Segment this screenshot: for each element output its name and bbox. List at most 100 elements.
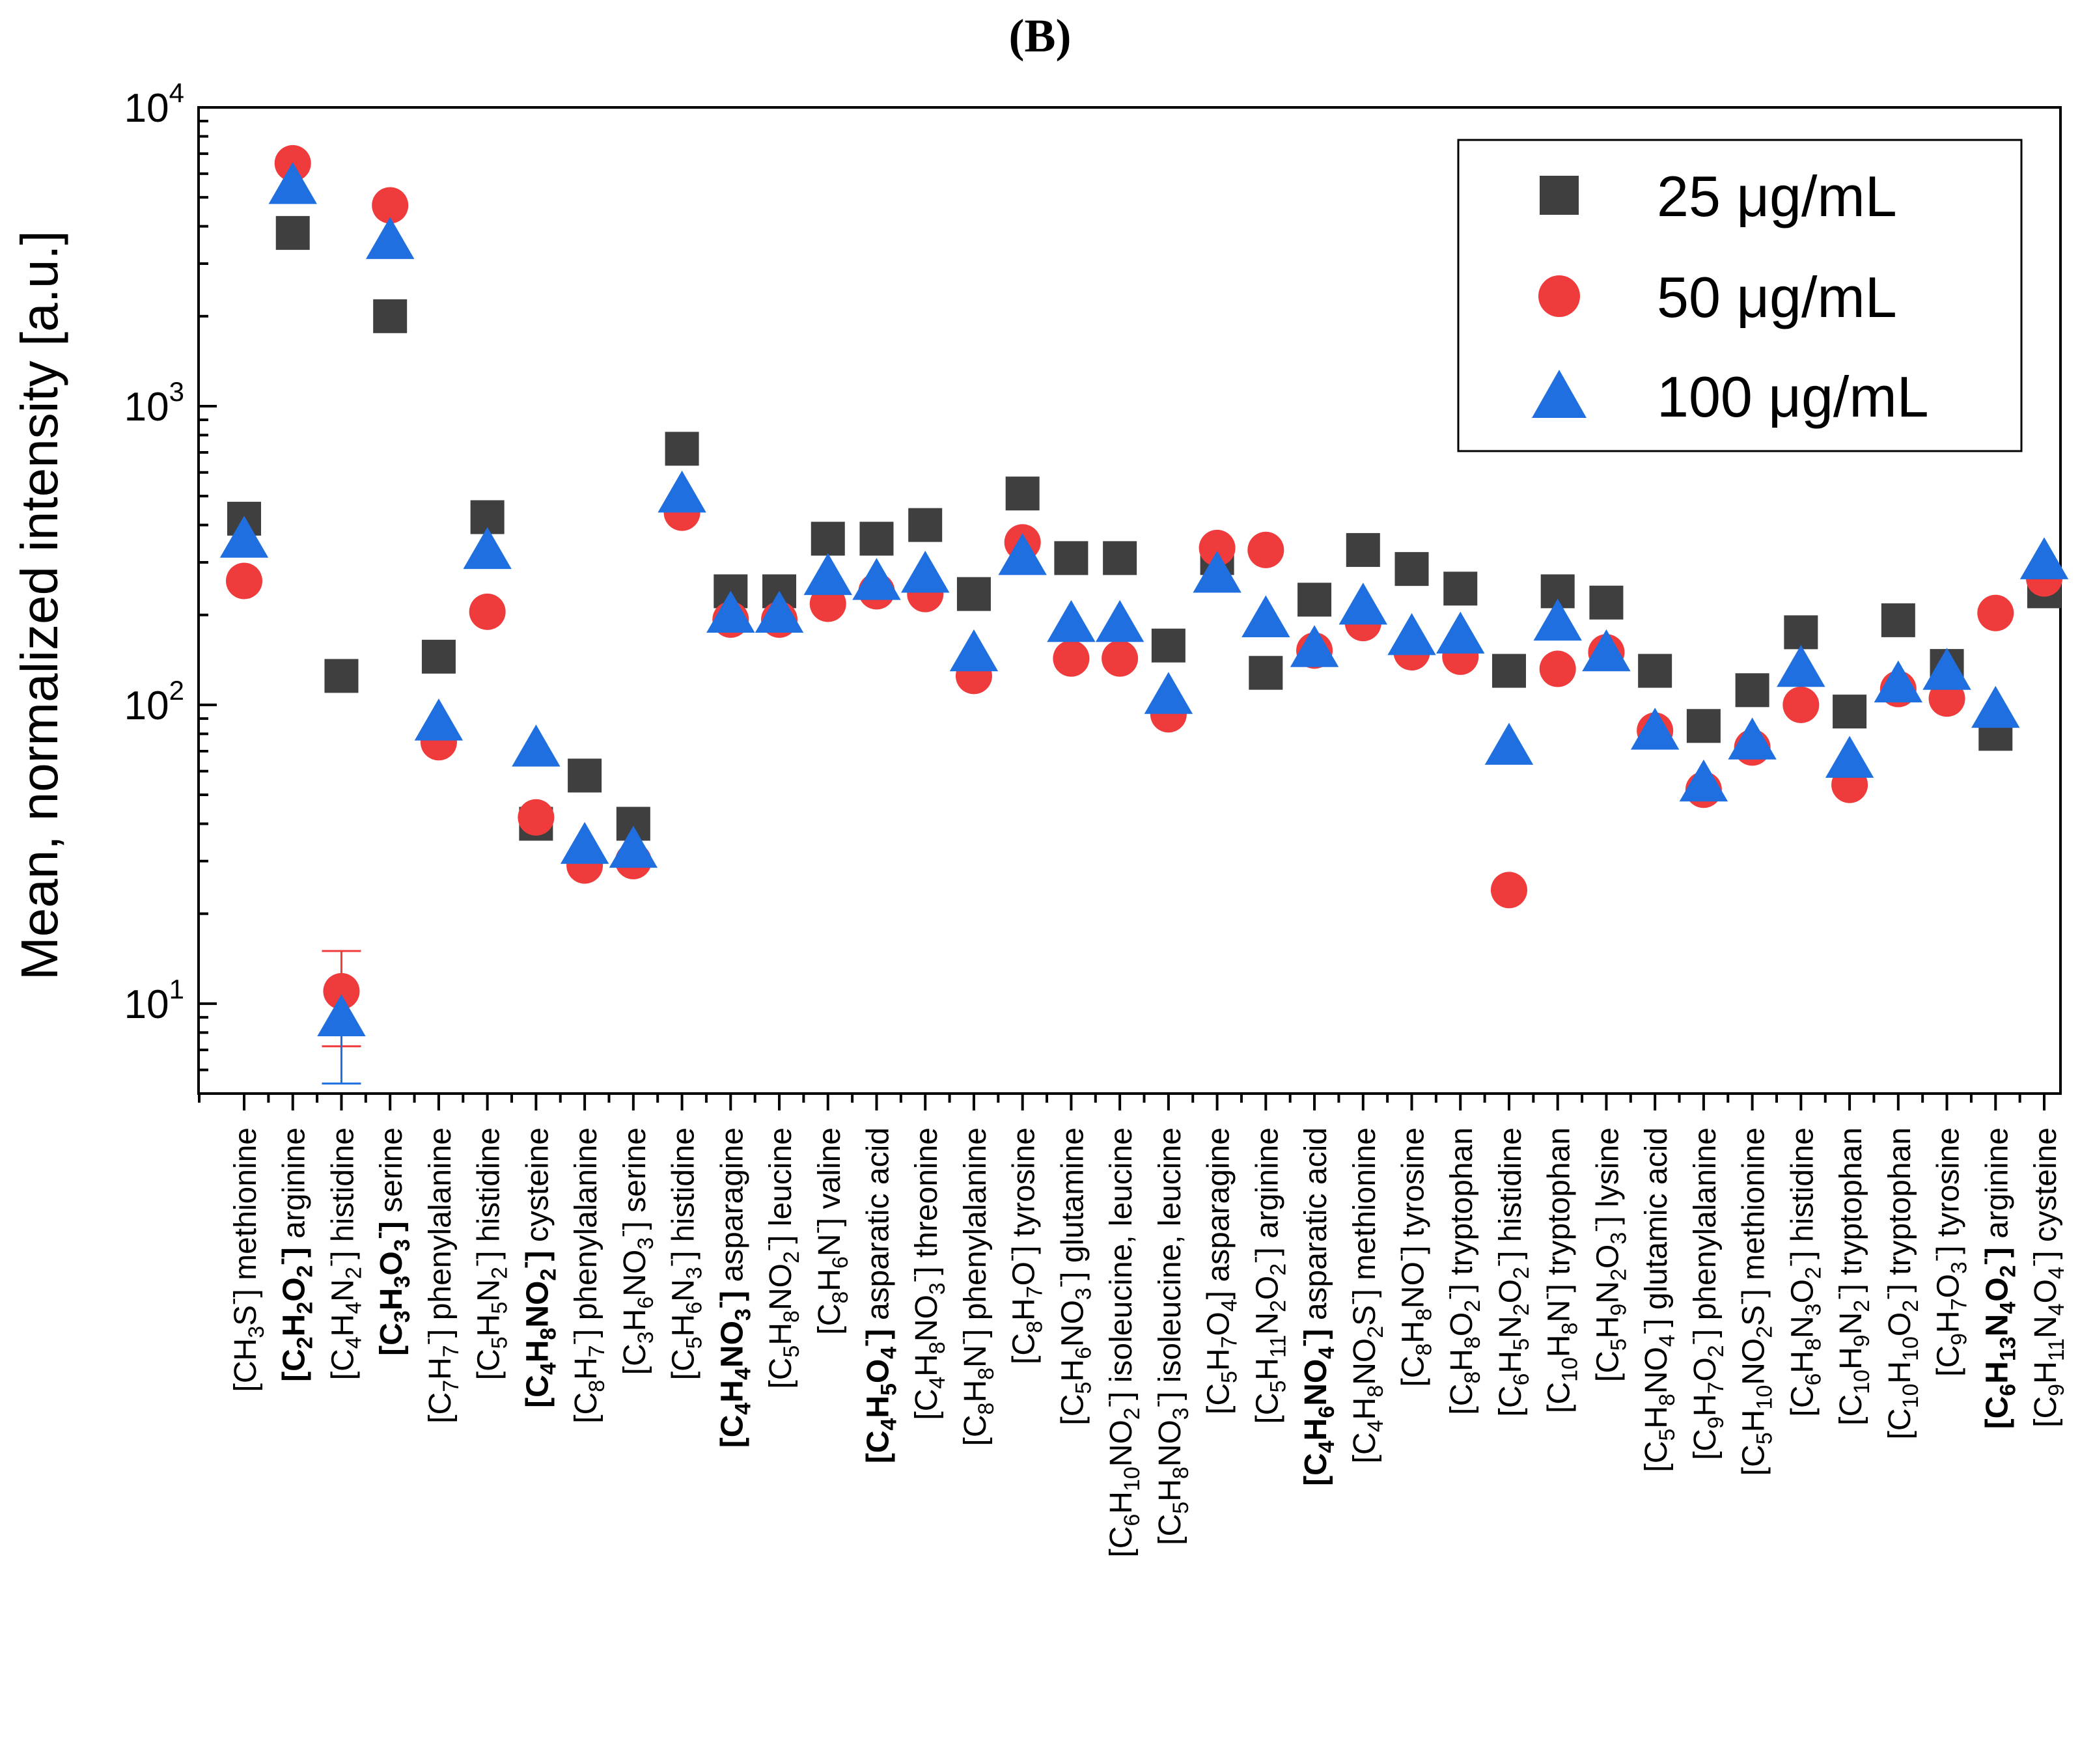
point-square <box>1103 541 1137 575</box>
point-square <box>811 521 845 556</box>
point-square <box>1443 572 1478 606</box>
x-category-label: [C10H10O2-] tryptophan <box>1875 1127 1923 1439</box>
point-square <box>956 577 991 611</box>
x-category-label: [C9H7O3-] tyrosine <box>1924 1127 1972 1377</box>
panel-label: (B) <box>1008 10 1072 62</box>
x-category-label: [C5H10NO2S-] methionine <box>1729 1127 1777 1476</box>
point-triangle <box>268 161 317 204</box>
point-triangle <box>1874 660 1923 703</box>
point-square <box>421 639 456 674</box>
point-square <box>1346 532 1380 567</box>
point-square <box>1005 476 1040 511</box>
point-square <box>859 521 894 556</box>
y-ticks: 101 102 103 104 <box>124 77 2045 1110</box>
point-circle <box>1053 640 1090 677</box>
x-category-label: [C5H7O4] asparagine <box>1202 1127 1242 1414</box>
point-triangle <box>803 553 852 596</box>
point-square <box>1735 673 1769 708</box>
x-category-label: [C6H13N4O2-] arginine <box>1972 1127 2020 1429</box>
point-triangle <box>1484 723 1534 765</box>
legend-entry-label: 50 μg/mL <box>1657 265 1897 329</box>
point-triangle <box>365 217 415 259</box>
point-triangle <box>1338 583 1387 625</box>
point-circle <box>226 562 262 599</box>
point-triangle <box>414 698 464 741</box>
x-category-label: [C10H8N-] tryptophan <box>1534 1127 1583 1413</box>
x-category-label: [C5H6NO3-] glutamine <box>1047 1127 1096 1426</box>
point-circle <box>372 187 409 224</box>
point-square <box>1589 585 1624 620</box>
x-category-label: [C6H5N2O2-] histidine <box>1486 1127 1534 1417</box>
x-category-labels: [CH3S-] methionine[C2H2O2-] arginine[C4H… <box>221 1127 2069 1558</box>
point-square <box>1491 654 1526 688</box>
point-square <box>1297 583 1332 617</box>
x-category-label: [C4H4N2-] histidine <box>318 1127 366 1380</box>
point-square <box>1881 603 1915 637</box>
x-category-label: [C8H8NO-] tyrosine <box>1389 1127 1437 1387</box>
point-triangle <box>512 724 561 767</box>
point-square <box>908 508 943 542</box>
point-triangle <box>1825 736 1874 778</box>
point-triangle <box>560 821 609 864</box>
point-square <box>1638 654 1672 688</box>
x-category-label: [C5H6N3-] histidine <box>659 1127 707 1380</box>
point-triangle <box>1387 613 1436 655</box>
legend-entry-label: 25 μg/mL <box>1657 164 1897 228</box>
x-category-label: [C5H8NO4-] glutamic acid <box>1631 1127 1680 1472</box>
point-square <box>324 659 359 693</box>
point-circle <box>518 799 555 836</box>
y-tick-label: 101 <box>124 974 184 1027</box>
x-category-label: [C5H11N2O2-] arginine <box>1242 1127 1290 1424</box>
x-category-label: [C2H2O2-] arginine <box>270 1127 318 1382</box>
point-triangle <box>852 558 901 600</box>
legend: 25 μg/mL 50 μg/mL 100 μg/mL <box>1457 139 2023 452</box>
point-triangle <box>317 994 366 1037</box>
point-triangle <box>706 590 755 633</box>
point-triangle <box>1144 672 1193 714</box>
point-circle <box>1490 872 1527 909</box>
legend-entry-label: 100 μg/mL <box>1657 365 1929 429</box>
x-category-label: [C4H8NO2-] cysteine <box>512 1127 561 1408</box>
x-category-label: [C6H10NO2-] isoleucine, leucine <box>1096 1127 1144 1558</box>
point-triangle <box>1582 629 1631 672</box>
point-triangle <box>2019 537 2069 579</box>
point-circle <box>1102 640 1139 677</box>
x-category-label: [C4H8NO3-] threonine <box>902 1127 950 1420</box>
point-circle <box>323 972 360 1010</box>
point-circle <box>1539 650 1576 687</box>
x-category-label: [C10H9N2-] tryptophan <box>1826 1127 1874 1426</box>
point-triangle <box>463 527 512 570</box>
point-square <box>1054 541 1089 575</box>
point-triangle <box>1290 625 1339 667</box>
x-category-label: [C7H7-] phenylalanine <box>415 1127 464 1424</box>
x-category-label: [C8H8O2-] tryptophan <box>1437 1127 1485 1415</box>
point-triangle <box>1630 708 1680 750</box>
point-square <box>1833 695 1867 729</box>
x-category-label: [C8H6N-] valine <box>805 1127 853 1335</box>
point-triangle <box>901 551 950 593</box>
x-category-label: [C8H8N-] phenylalanine <box>950 1127 999 1446</box>
x-category-label: [C5H8NO3-] isoleucine, leucine <box>1145 1127 1193 1545</box>
point-triangle <box>1728 717 1777 760</box>
point-triangle <box>1193 551 1241 593</box>
point-square <box>1394 552 1429 586</box>
x-category-label: [C3H3O3-] serine <box>367 1127 415 1356</box>
point-circle <box>1247 531 1284 568</box>
legend-marker-circle <box>1538 275 1580 317</box>
point-circle <box>1199 529 1236 566</box>
data-points <box>219 145 2069 1037</box>
point-triangle <box>1679 759 1728 802</box>
y-axis-label: Mean, normalized intensity [a.u.] <box>10 230 68 980</box>
point-triangle <box>1971 685 2020 728</box>
point-circle <box>1977 594 2014 631</box>
point-triangle <box>1922 648 1971 690</box>
point-triangle <box>949 629 999 672</box>
x-category-label: [CH3S-] methionine <box>221 1127 269 1392</box>
point-triangle <box>1533 598 1582 641</box>
point-triangle <box>1777 644 1825 687</box>
x-category-label: [C4H4NO3-] asparagine <box>707 1127 755 1448</box>
x-category-label: [C4H5O4-] asparatic acid <box>853 1127 901 1463</box>
x-category-label: [C3H6NO3-] serine <box>610 1127 658 1375</box>
point-triangle <box>1095 599 1144 642</box>
point-triangle <box>219 516 269 558</box>
